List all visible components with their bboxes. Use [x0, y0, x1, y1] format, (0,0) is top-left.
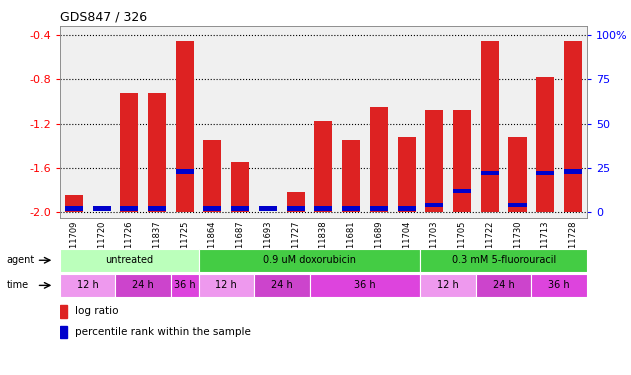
Text: percentile rank within the sample: percentile rank within the sample	[75, 327, 251, 337]
Bar	[121, 206, 138, 211]
Bar	[425, 110, 444, 212]
Bar	[175, 169, 194, 174]
Bar	[286, 192, 305, 212]
Bar	[199, 249, 420, 272]
Bar	[531, 274, 587, 297]
Bar	[148, 93, 166, 212]
Bar	[342, 206, 360, 211]
Text: log ratio: log ratio	[75, 306, 119, 316]
Bar	[509, 137, 526, 212]
Bar	[564, 40, 582, 212]
Text: 24 h: 24 h	[133, 280, 154, 290]
Bar	[310, 274, 420, 297]
Bar	[476, 274, 531, 297]
Bar	[148, 206, 166, 211]
Bar	[60, 326, 68, 339]
Bar	[481, 171, 498, 175]
Bar	[342, 140, 360, 212]
Bar	[259, 206, 277, 211]
Bar	[175, 40, 194, 212]
Bar	[564, 169, 582, 174]
Bar	[420, 249, 587, 272]
Bar	[65, 206, 83, 211]
Text: 12 h: 12 h	[437, 280, 459, 290]
Bar	[286, 206, 305, 211]
Bar	[254, 274, 310, 297]
Bar	[203, 140, 221, 212]
Bar	[314, 122, 333, 212]
Bar	[398, 137, 416, 212]
Bar	[65, 195, 83, 212]
Text: 36 h: 36 h	[548, 280, 570, 290]
Bar	[60, 274, 115, 297]
Text: untreated: untreated	[105, 255, 153, 265]
Bar	[60, 305, 68, 318]
Text: 0.3 mM 5-fluorouracil: 0.3 mM 5-fluorouracil	[452, 255, 556, 265]
Bar	[199, 274, 254, 297]
Bar	[370, 206, 388, 211]
Text: GDS847 / 326: GDS847 / 326	[60, 11, 147, 24]
Bar	[536, 77, 554, 212]
Bar	[453, 189, 471, 193]
Text: 12 h: 12 h	[77, 280, 98, 290]
Bar	[370, 107, 388, 212]
Bar	[203, 206, 221, 211]
Text: 36 h: 36 h	[174, 280, 196, 290]
Text: agent: agent	[6, 255, 35, 265]
Text: time: time	[6, 280, 28, 290]
Bar	[314, 206, 333, 211]
Bar	[453, 110, 471, 212]
Bar	[398, 206, 416, 211]
Bar	[60, 249, 199, 272]
Bar	[231, 206, 249, 211]
Bar	[93, 206, 110, 211]
Bar	[425, 202, 444, 207]
Bar	[420, 274, 476, 297]
Text: 0.9 uM doxorubicin: 0.9 uM doxorubicin	[263, 255, 356, 265]
Bar	[509, 202, 526, 207]
Text: 24 h: 24 h	[493, 280, 514, 290]
Bar	[121, 93, 138, 212]
Bar	[481, 40, 498, 212]
Bar	[171, 274, 199, 297]
Bar	[536, 171, 554, 175]
Text: 36 h: 36 h	[354, 280, 376, 290]
Text: 12 h: 12 h	[215, 280, 237, 290]
Bar	[115, 274, 171, 297]
Text: 24 h: 24 h	[271, 280, 293, 290]
Bar	[231, 162, 249, 212]
